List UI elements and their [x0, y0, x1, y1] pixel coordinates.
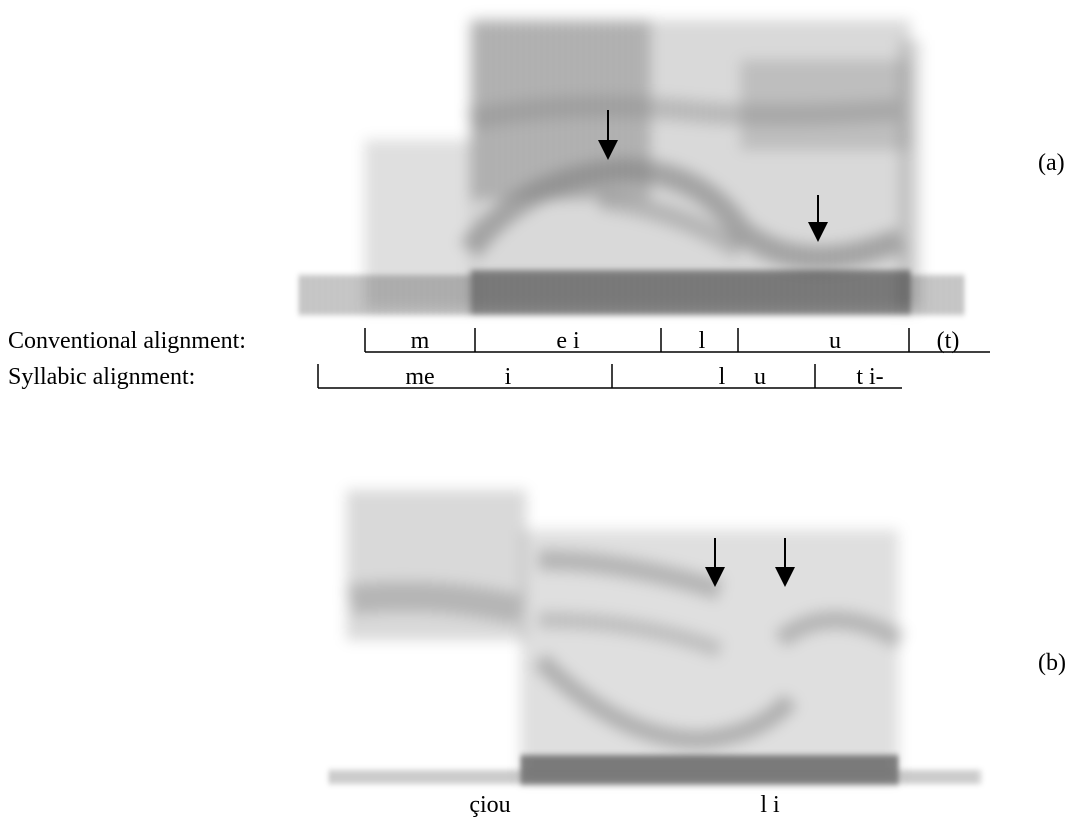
word-label: çiou — [469, 792, 510, 818]
segment: l — [719, 364, 726, 390]
segment: me — [405, 364, 434, 390]
segment: i — [505, 364, 512, 390]
word-label: l i — [760, 792, 780, 818]
arrows — [598, 110, 828, 587]
panel-label: (b) — [1038, 650, 1066, 676]
segment: u — [754, 364, 766, 390]
segment: u — [829, 328, 841, 354]
segment: t i- — [856, 364, 883, 390]
segment: l — [699, 328, 706, 354]
spectrogram-a — [298, 20, 965, 315]
panel-label: (a) — [1038, 150, 1065, 176]
alignment-lines — [317, 328, 990, 389]
spectrogram-b — [330, 490, 980, 785]
segment: m — [411, 328, 430, 354]
alignment-title: Syllabic alignment: — [8, 364, 195, 390]
segment: (t) — [937, 328, 960, 354]
alignment-title: Conventional alignment: — [8, 328, 246, 354]
segment: e i — [556, 328, 580, 354]
